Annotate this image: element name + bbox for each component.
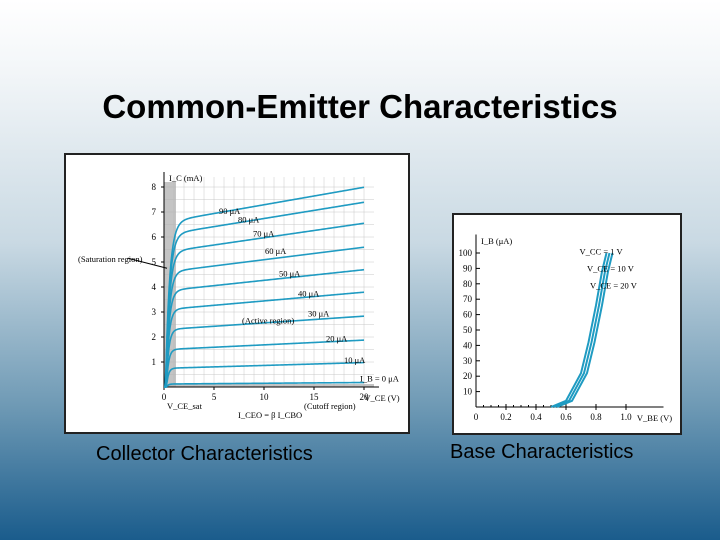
label-50ua: 50 μA xyxy=(279,268,301,278)
y-axis-label: I_B (μA) xyxy=(481,236,512,246)
x-tick-label: 10 xyxy=(260,392,270,402)
label-70ua: 70 μA xyxy=(253,228,275,238)
iceo-label: I_CEO = β I_CBO xyxy=(238,410,302,420)
label-vce-20v: V_CE = 20 V xyxy=(590,280,638,290)
base-chart-frame: 0 0.2 0.4 0.6 0.8 1.0 10 20 30 40 50 60 70 80 90 100 I_B… xyxy=(452,213,682,435)
x-axis-label: V_BE (V) xyxy=(637,413,672,423)
curve-vcc-1v xyxy=(550,252,608,408)
x-tick-label: 20 xyxy=(360,392,370,402)
curve-vce-10v xyxy=(553,252,611,408)
y-tick-label: 3 xyxy=(152,307,157,317)
y-tick-label: 90 xyxy=(463,263,473,273)
label-20ua: 20 μA xyxy=(326,333,348,343)
y-tick-label: 8 xyxy=(152,182,157,192)
collector-caption: Collector Characteristics xyxy=(96,443,313,465)
curve-70ua xyxy=(164,222,365,388)
saturation-region-label: (Saturation region) xyxy=(78,254,143,264)
x-tick-label: 0 xyxy=(474,412,479,422)
y-tick-label: 30 xyxy=(463,356,473,366)
y-tick-label: 100 xyxy=(459,248,473,258)
curve-80ua xyxy=(164,201,365,388)
y-tick-label: 6 xyxy=(152,232,157,242)
curve-50ua xyxy=(164,268,365,388)
label-90ua: 90 μA xyxy=(219,206,241,216)
y-tick-label: 1 xyxy=(152,357,157,367)
curve-60ua xyxy=(164,246,365,388)
y-tick-label: 2 xyxy=(152,332,157,342)
cutoff-region-label: (Cutoff region) xyxy=(304,401,356,411)
x-tick-label: 5 xyxy=(212,392,217,402)
x-tick-label: 0.6 xyxy=(560,412,572,422)
curve-20ua xyxy=(164,339,365,388)
curve-40ua xyxy=(164,291,365,388)
curve-10ua xyxy=(164,361,365,388)
y-tick-label: 50 xyxy=(463,325,473,335)
label-vce-10v: V_CE = 10 V xyxy=(587,263,635,273)
x-tick-label: 0.4 xyxy=(530,412,542,422)
cutoff-shade xyxy=(164,384,374,387)
curve-vce-20v xyxy=(556,252,614,408)
x-tick-label: 0.2 xyxy=(500,412,511,422)
label-30ua: 30 μA xyxy=(308,308,330,318)
y-axis-label: I_C (mA) xyxy=(169,173,202,183)
label-10ua: 10 μA xyxy=(344,355,366,365)
saturation-pointer xyxy=(127,257,168,269)
y-tick-label: 60 xyxy=(463,310,473,320)
active-region-label: (Active region) xyxy=(242,315,294,325)
y-tick-label: 7 xyxy=(152,207,157,217)
y-tick-label: 80 xyxy=(463,279,473,289)
vce-sat-label: V_CE_sat xyxy=(167,401,203,411)
x-tick-label: 1.0 xyxy=(620,412,632,422)
slide-title: Common-Emitter Characteristics xyxy=(102,88,618,125)
y-tick-label: 40 xyxy=(463,340,473,350)
base-chart: 0 0.2 0.4 0.6 0.8 1.0 10 20 30 40 50 60 70 80 90 100 I_B… xyxy=(454,215,680,433)
collector-chart-frame: 0 5 10 15 20 1 2 3 4 5 6 7 8 I_C (mA) V_CE (V) 90 μA 80 … xyxy=(64,153,410,434)
curve-90ua xyxy=(164,186,365,388)
x-tick-label: 0 xyxy=(162,392,167,402)
y-tick-label: 5 xyxy=(152,257,157,267)
curve-ib0 xyxy=(164,381,365,388)
x-tick-label: 0.8 xyxy=(590,412,602,422)
y-tick-label: 70 xyxy=(463,294,473,304)
label-80ua: 80 μA xyxy=(238,215,260,225)
collector-chart: 0 5 10 15 20 1 2 3 4 5 6 7 8 I_C (mA) V_CE (V) 90 μA80 … xyxy=(66,155,408,432)
label-60ua: 60 μA xyxy=(265,246,287,256)
base-caption: Base Characteristics xyxy=(450,441,634,463)
y-tick-label: 20 xyxy=(463,371,473,381)
curve-30ua xyxy=(164,315,365,388)
y-tick-label: 4 xyxy=(152,282,157,292)
x-tick-label: 15 xyxy=(310,392,320,402)
y-tick-label: 10 xyxy=(463,387,473,397)
label-ib0: I_B = 0 μA xyxy=(360,373,400,383)
x-axis-label: V_CE (V) xyxy=(364,393,399,403)
label-40ua: 40 μA xyxy=(298,288,320,298)
label-vcc-1v: V_CC = 1 V xyxy=(580,246,624,256)
